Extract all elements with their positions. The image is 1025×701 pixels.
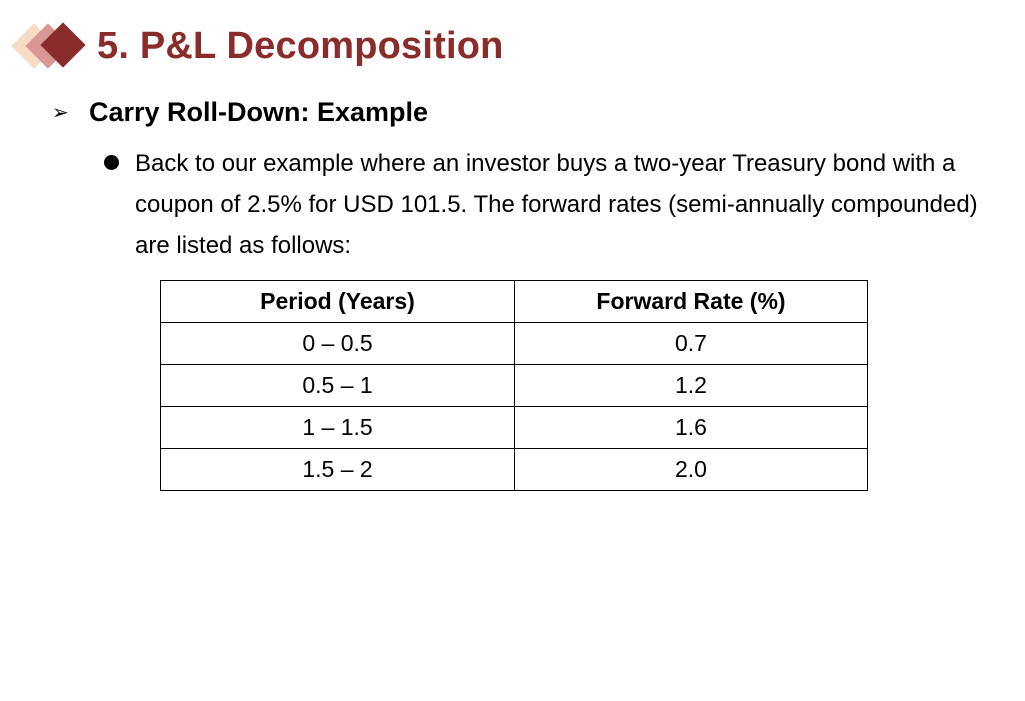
table-row: 0 – 0.5 0.7 bbox=[160, 322, 868, 365]
table-row: 1.5 – 2 2.0 bbox=[160, 448, 868, 491]
subheading: ➢ Carry Roll-Down: Example bbox=[52, 94, 428, 130]
cell-period: 1.5 – 2 bbox=[160, 448, 515, 491]
cell-forward-rate: 0.7 bbox=[514, 322, 868, 365]
arrow-bullet-icon: ➢ bbox=[52, 100, 69, 124]
header-period: Period (Years) bbox=[160, 280, 515, 323]
cell-forward-rate: 1.2 bbox=[514, 364, 868, 407]
subheading-text: Carry Roll-Down: Example bbox=[89, 96, 429, 127]
bullet-text: Back to our example where an investor bu… bbox=[135, 150, 978, 259]
cell-period: 0 – 0.5 bbox=[160, 322, 515, 365]
cell-period: 1 – 1.5 bbox=[160, 406, 515, 449]
bullet-item: Back to our example where an investor bu… bbox=[104, 143, 984, 266]
table-header-row: Period (Years) Forward Rate (%) bbox=[160, 280, 868, 323]
slide-logo bbox=[10, 18, 90, 74]
table-row: 0.5 – 1 1.2 bbox=[160, 364, 868, 407]
cell-forward-rate: 2.0 bbox=[514, 448, 868, 491]
slide-title: 5. P&L Decomposition bbox=[97, 25, 504, 67]
header-forward-rate: Forward Rate (%) bbox=[514, 280, 868, 323]
forward-rate-table: Period (Years) Forward Rate (%) 0 – 0.5 … bbox=[160, 280, 868, 491]
bullet-dot-icon bbox=[104, 155, 119, 170]
table-row: 1 – 1.5 1.6 bbox=[160, 406, 868, 449]
cell-period: 0.5 – 1 bbox=[160, 364, 515, 407]
cell-forward-rate: 1.6 bbox=[514, 406, 868, 449]
